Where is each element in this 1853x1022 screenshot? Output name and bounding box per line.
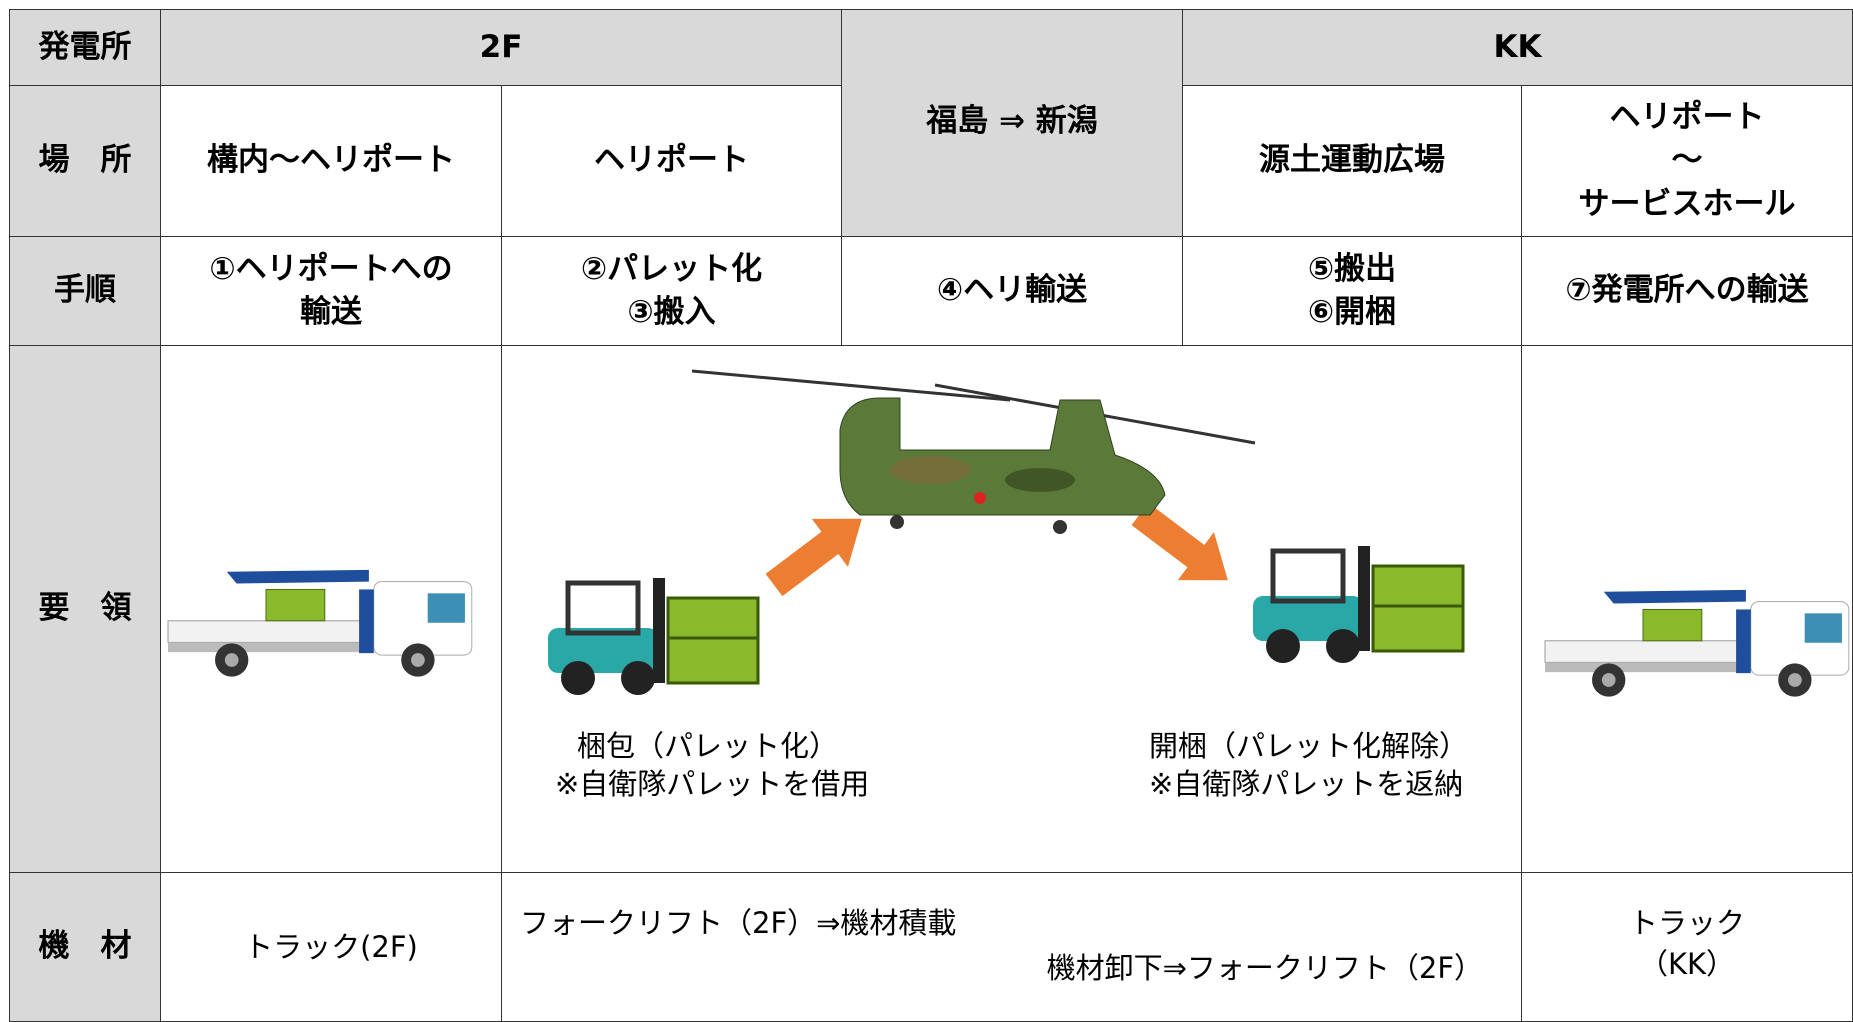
truck-image: [167, 569, 473, 678]
plant-header: KK: [1182, 9, 1853, 86]
helicopter-image: [691, 369, 1256, 534]
row-label: 発電所: [9, 9, 161, 86]
forklift-image: [1253, 546, 1463, 663]
row-label: 要 領: [9, 345, 161, 873]
note-text: 開梱（パレット化解除） ※自衛隊パレットを返納: [1149, 729, 1469, 801]
note-text: 梱包（パレット化） ※自衛隊パレットを借用: [555, 729, 870, 801]
forklift-image: [548, 578, 758, 695]
place-cell: ヘリポート: [501, 85, 842, 237]
row-label: 機 材: [9, 872, 161, 1022]
equipment-text: フォークリフト（2F）⇒機材積載: [520, 906, 957, 940]
equipment-text: 機材卸下⇒フォークリフト（2F）: [1046, 951, 1483, 985]
route-header: 福島 ⇒ 新潟: [841, 9, 1183, 237]
place-cell: 源土運動広場: [1182, 85, 1522, 237]
truck-image: [1544, 589, 1850, 698]
row-label: 手順: [9, 236, 161, 346]
